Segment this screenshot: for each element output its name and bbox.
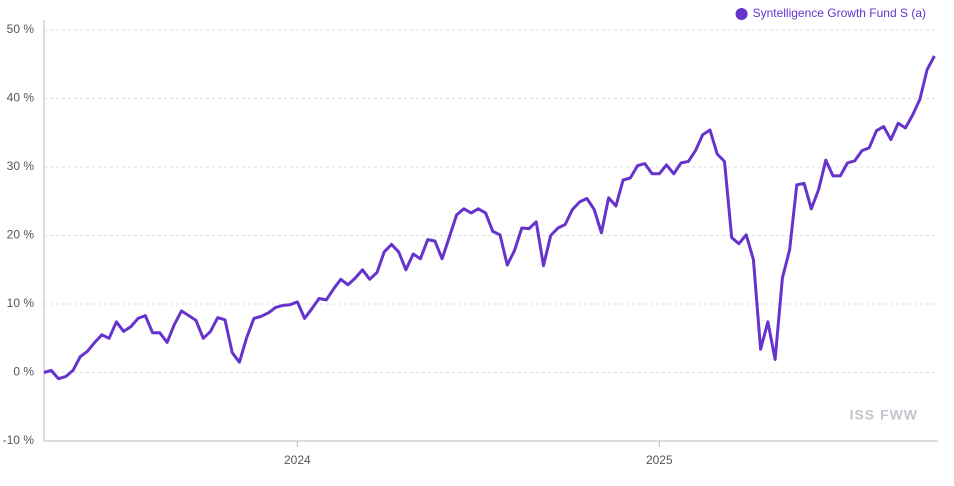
- x-tick-label: 2025: [646, 453, 673, 467]
- y-tick-label: 40 %: [7, 91, 35, 105]
- watermark: ISS FWW: [850, 407, 918, 423]
- y-tick-label: 20 %: [7, 228, 35, 242]
- y-tick-label: 0 %: [13, 365, 34, 379]
- y-tick-label: 10 %: [7, 296, 35, 310]
- legend-marker: [735, 8, 748, 20]
- y-tick-label: 30 %: [7, 159, 35, 173]
- x-tick-label: 2024: [284, 453, 311, 467]
- series-line: [43, 55, 936, 381]
- y-tick-label: -10 %: [3, 433, 35, 447]
- y-tick-label: 50 %: [7, 22, 35, 36]
- legend-label: Syntelligence Growth Fund S (a): [753, 6, 926, 20]
